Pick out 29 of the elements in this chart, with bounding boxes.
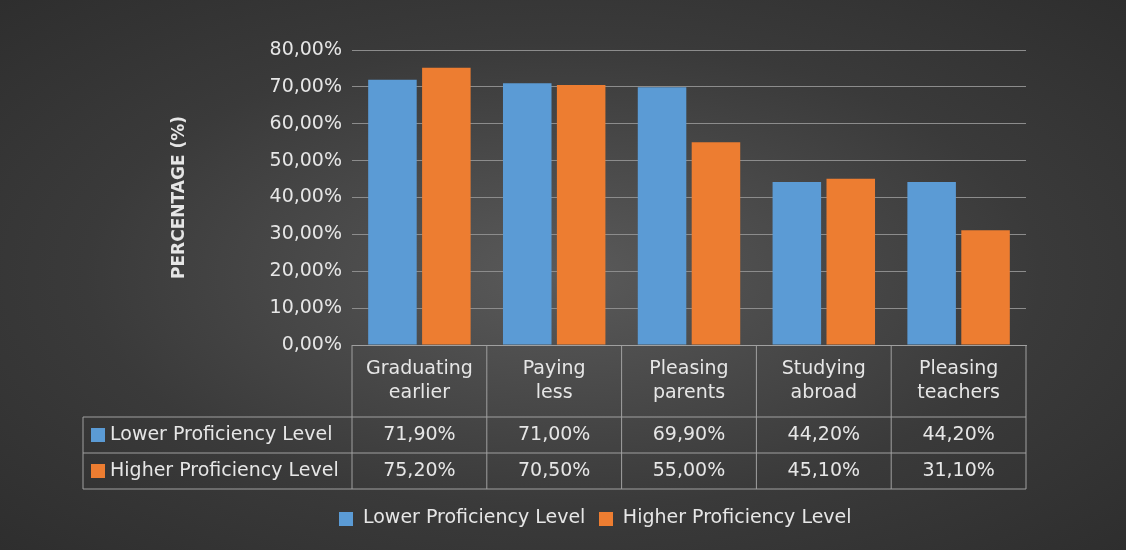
- y-tick-label: 10,00%: [269, 295, 342, 318]
- y-tick-label: 60,00%: [269, 110, 342, 133]
- text: Lower Proficiency Level: [362, 505, 586, 528]
- text: Higher Proficiency Level: [622, 505, 852, 528]
- x-tick-label: Paying less: [522, 355, 586, 402]
- x-tick-label: Pleasing teachers: [917, 355, 1000, 402]
- x-tick-label: Graduating earlier: [366, 355, 473, 402]
- x-tick-label: Pleasing parents: [649, 355, 729, 402]
- data-label: 71,90%: [383, 421, 456, 444]
- y-tick-label: 0,00%: [281, 331, 342, 354]
- y-axis-title: PERCENTAGE (%): [167, 116, 188, 279]
- data-label: 31,10%: [922, 457, 995, 480]
- y-tick-label: 70,00%: [269, 73, 342, 96]
- data-label: 75,20%: [383, 457, 456, 480]
- y-tick-label: 30,00%: [269, 221, 342, 244]
- data-label: 71,00%: [517, 421, 591, 444]
- data-label: 55,00%: [652, 457, 726, 480]
- y-tick-label: 80,00%: [269, 36, 342, 59]
- data-label: 44,20%: [787, 421, 861, 444]
- y-tick-label: 50,00%: [269, 147, 342, 170]
- y-tick-label: 40,00%: [269, 184, 342, 207]
- legend-label: Higher Proficiency Level: [110, 457, 339, 480]
- legend-label: Lower Proficiency Level: [110, 421, 333, 444]
- x-tick-label: Studying abroad: [781, 355, 866, 402]
- data-label: 45,10%: [787, 457, 861, 480]
- data-label: 70,50%: [517, 457, 591, 480]
- data-label: 69,90%: [652, 421, 726, 444]
- y-tick-label: 20,00%: [269, 258, 342, 281]
- data-label: 44,20%: [922, 421, 995, 444]
